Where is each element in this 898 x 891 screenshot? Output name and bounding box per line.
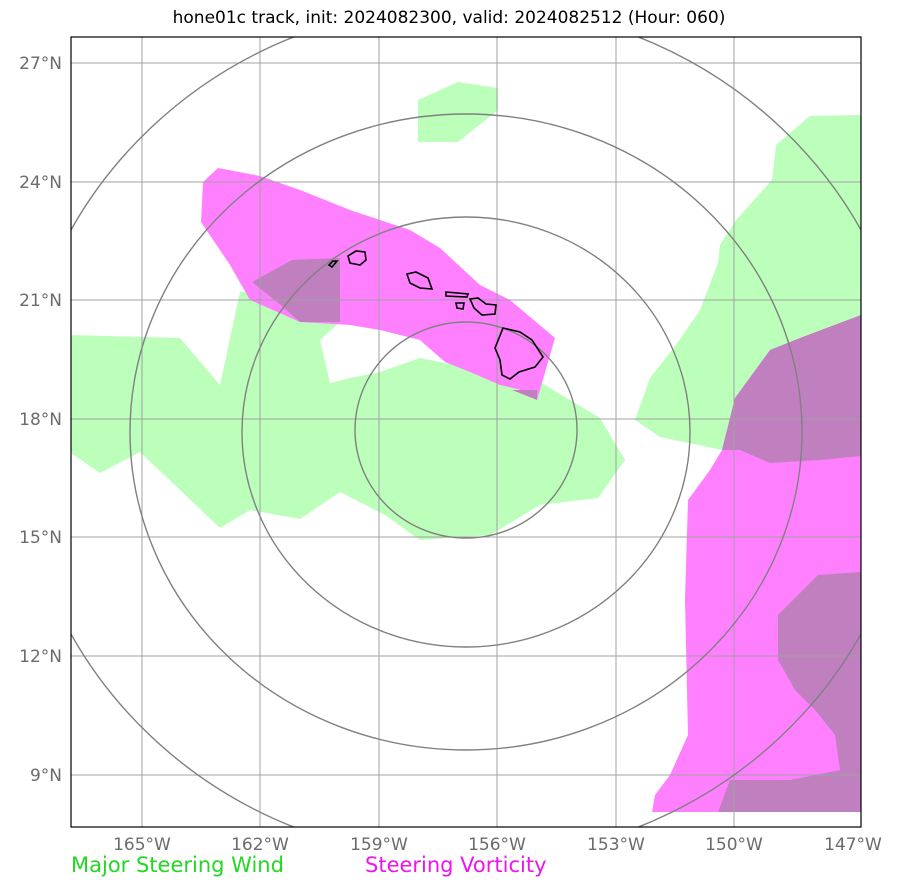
overlap-area-west bbox=[252, 258, 340, 322]
vorticity-band-hawaii bbox=[201, 168, 555, 400]
range-ring-3 bbox=[129, 113, 803, 751]
lat-label: 9°N bbox=[30, 766, 62, 786]
longitude-labels: 165°W 162°W 159°W 156°W 153°W 150°W 147°… bbox=[113, 835, 882, 855]
overlap-area-south bbox=[718, 572, 861, 812]
lon-label: 156°W bbox=[468, 835, 526, 855]
lon-label: 150°W bbox=[705, 835, 763, 855]
steering-wind-areas bbox=[71, 82, 861, 540]
lat-label: 21°N bbox=[19, 291, 62, 311]
map-title: hone01c track, init: 2024082300, valid: … bbox=[172, 8, 726, 28]
overlap-areas bbox=[252, 258, 861, 812]
overlap-area-east bbox=[722, 315, 861, 463]
lat-label: 18°N bbox=[19, 410, 62, 430]
niihau-island bbox=[327, 260, 339, 269]
lat-label: 27°N bbox=[19, 54, 62, 74]
wind-area-west bbox=[71, 290, 625, 540]
lon-label: 162°W bbox=[231, 835, 289, 855]
legend-steering-wind: Major Steering Wind bbox=[71, 853, 284, 877]
range-ring-2 bbox=[241, 216, 691, 648]
legend-steering-vorticity: Steering Vorticity bbox=[365, 853, 547, 877]
lat-label: 12°N bbox=[19, 647, 62, 667]
range-ring-1 bbox=[354, 321, 578, 539]
maui-island bbox=[468, 297, 497, 316]
oahu-island bbox=[405, 271, 434, 290]
big-island bbox=[494, 327, 544, 380]
lon-label: 159°W bbox=[350, 835, 408, 855]
lat-label: 15°N bbox=[19, 528, 62, 548]
lon-label: 165°W bbox=[113, 835, 171, 855]
wind-area-east bbox=[635, 115, 861, 450]
kauai-island bbox=[347, 250, 367, 266]
map-frame bbox=[70, 36, 862, 828]
graticule bbox=[71, 37, 861, 827]
range-rings bbox=[71, 37, 861, 827]
molokai-island bbox=[445, 291, 470, 298]
hawaii-coastline bbox=[327, 250, 544, 380]
wind-area-north bbox=[418, 82, 498, 142]
lat-label: 24°N bbox=[19, 173, 62, 193]
overlap-area-southwest bbox=[512, 390, 537, 400]
lanai-island bbox=[455, 302, 465, 310]
lon-label: 147°W bbox=[824, 835, 882, 855]
latitude-labels: 27°N 24°N 21°N 18°N 15°N 12°N 9°N bbox=[19, 54, 62, 786]
lon-label: 153°W bbox=[587, 835, 645, 855]
